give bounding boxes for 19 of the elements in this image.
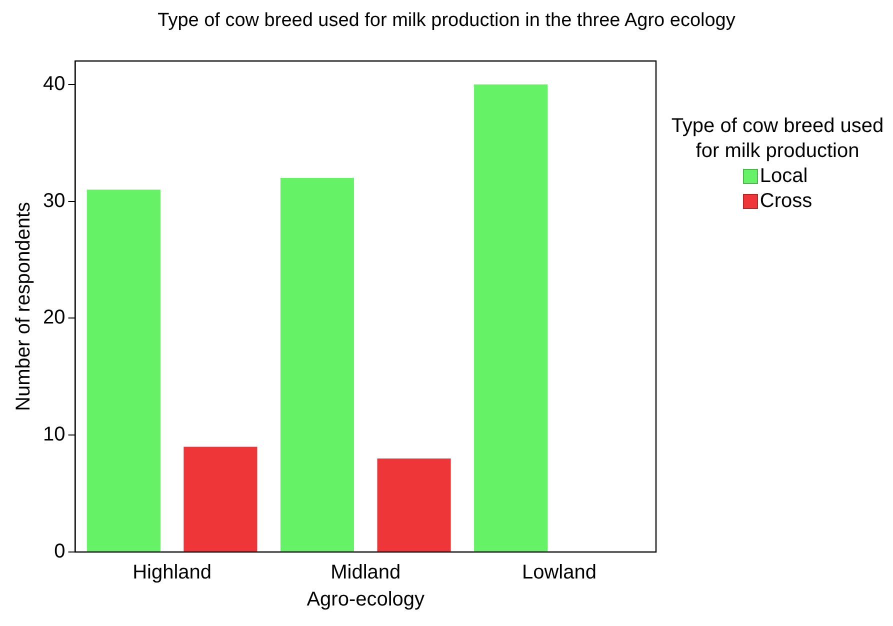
y-tick-label: 20 <box>42 306 66 329</box>
bar <box>184 446 258 552</box>
bar <box>377 458 451 552</box>
legend-label: Local <box>760 164 808 189</box>
x-tick-label: Highland <box>132 562 212 584</box>
bar <box>86 190 160 552</box>
y-tick-label: 30 <box>42 190 66 212</box>
bar <box>474 84 548 552</box>
y-axis-title: Number of respondents <box>12 202 35 412</box>
x-axis-title: Agro-ecology <box>306 588 425 611</box>
y-tick-label: 10 <box>42 424 66 446</box>
bar <box>280 178 354 552</box>
legend-title: Type of cow breed used for milk production <box>670 114 885 164</box>
x-tick-label: Lowland <box>522 562 596 584</box>
chart-title: Type of cow breed used for milk production in the three Agro ecology <box>156 10 736 32</box>
legend-label: Cross <box>760 189 812 214</box>
y-tick-label: 0 <box>54 540 66 563</box>
x-tick-label: Midland <box>330 562 401 584</box>
y-tick-label: 40 <box>42 72 66 95</box>
